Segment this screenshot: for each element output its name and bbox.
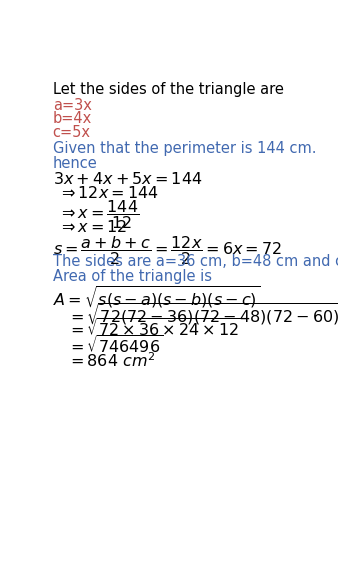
Text: $= 864\ \mathit{cm}^2$: $= 864\ \mathit{cm}^2$ — [67, 352, 155, 370]
Text: Let the sides of the triangle are: Let the sides of the triangle are — [53, 82, 284, 97]
Text: $= \sqrt{746496}$: $= \sqrt{746496}$ — [67, 335, 163, 357]
Text: $= \sqrt{72 \times 36 \times 24 \times 12}$: $= \sqrt{72 \times 36 \times 24 \times 1… — [67, 318, 243, 340]
Text: $A = \sqrt{s(s-a)(s-b)(s-c)}$: $A = \sqrt{s(s-a)(s-b)(s-c)}$ — [53, 285, 260, 310]
Text: $\Rightarrow x = 12$: $\Rightarrow x = 12$ — [58, 219, 127, 235]
Text: hence: hence — [53, 156, 97, 171]
Text: a=3x: a=3x — [53, 98, 92, 113]
Text: Area of the triangle is: Area of the triangle is — [53, 269, 212, 284]
Text: $s = \dfrac{a+b+c}{2} = \dfrac{12x}{2} = 6x = 72$: $s = \dfrac{a+b+c}{2} = \dfrac{12x}{2} =… — [53, 233, 282, 266]
Text: $3x + 4x + 5x = 144$: $3x + 4x + 5x = 144$ — [53, 171, 202, 187]
Text: The sides are a=36 cm, b=48 cm and c=60 cm: The sides are a=36 cm, b=48 cm and c=60 … — [53, 254, 338, 269]
Text: $\Rightarrow 12x = 144$: $\Rightarrow 12x = 144$ — [58, 185, 159, 201]
Text: $\Rightarrow x = \dfrac{144}{12}$: $\Rightarrow x = \dfrac{144}{12}$ — [58, 198, 139, 231]
Text: Given that the perimeter is 144 cm.: Given that the perimeter is 144 cm. — [53, 141, 316, 156]
Text: c=5x: c=5x — [53, 125, 91, 140]
Text: $= \sqrt{72(72-36)(72-48)(72-60)}$: $= \sqrt{72(72-36)(72-48)(72-60)}$ — [67, 302, 338, 328]
Text: b=4x: b=4x — [53, 111, 92, 126]
